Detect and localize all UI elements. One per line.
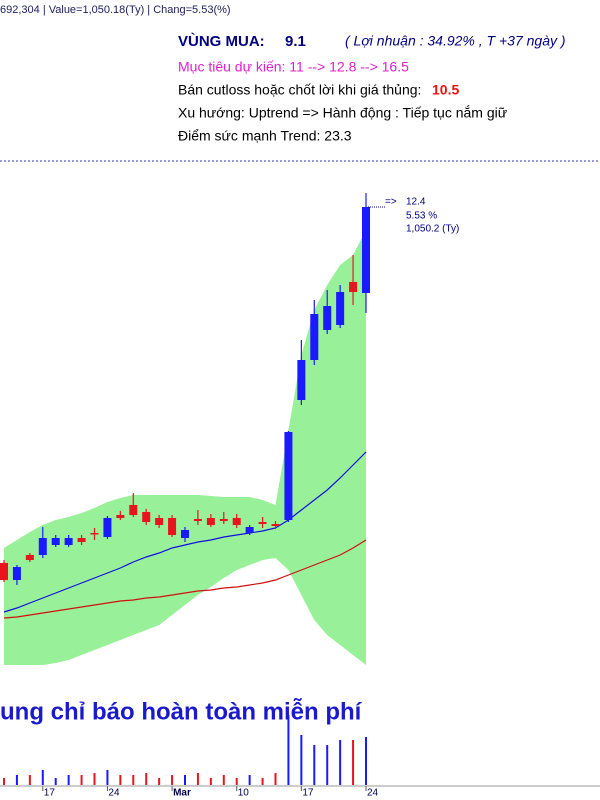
volume-bar bbox=[158, 778, 161, 785]
volume-bar bbox=[119, 775, 122, 785]
status-line: 692,304 | Value=1,050.18(Ty) | Chang=5.5… bbox=[0, 4, 231, 16]
cutloss-label: Bán cutloss hoặc chốt lời khi giá thủng: bbox=[178, 82, 421, 98]
volume-bar bbox=[261, 778, 264, 785]
candle-body bbox=[323, 306, 332, 330]
candle-body bbox=[155, 518, 164, 525]
annotation-value: 1,050.2 (Ty) bbox=[406, 224, 459, 235]
candle-body bbox=[90, 533, 99, 535]
volume-bar bbox=[196, 773, 199, 785]
annotation-price: 12.4 bbox=[406, 197, 426, 208]
volume-bar bbox=[54, 778, 57, 785]
candle-body bbox=[349, 282, 358, 292]
volume-bar bbox=[184, 775, 186, 785]
volume-bar bbox=[80, 775, 83, 785]
strength: Điểm sức mạnh Trend: 23.3 bbox=[178, 128, 352, 144]
candle-body bbox=[64, 538, 73, 545]
candle-body bbox=[193, 519, 202, 521]
volume-bar bbox=[352, 740, 355, 785]
candle-body bbox=[129, 505, 138, 515]
cutloss-value: 10.5 bbox=[432, 82, 459, 98]
volume-bar bbox=[132, 775, 135, 785]
candle-body bbox=[271, 524, 280, 526]
candle-body bbox=[362, 207, 370, 293]
candle-body bbox=[336, 292, 345, 325]
volume-bar bbox=[235, 778, 238, 785]
volume-bar bbox=[248, 775, 251, 785]
trend: Xu hướng: Uptrend => Hành động : Tiếp tụ… bbox=[178, 105, 507, 121]
buy-zone-value: 9.1 bbox=[285, 33, 306, 50]
volume-bar bbox=[313, 745, 316, 785]
volume-bar bbox=[339, 740, 342, 785]
candle-body bbox=[297, 360, 306, 400]
candle-body bbox=[116, 515, 125, 518]
candle-body bbox=[206, 518, 215, 525]
volume-bar bbox=[15, 775, 18, 785]
target: Mục tiêu dự kiến: 11 --> 12.8 --> 16.5 bbox=[178, 59, 409, 75]
volume-bar bbox=[209, 778, 212, 785]
candle-body bbox=[219, 519, 228, 521]
volume-bar bbox=[67, 775, 70, 785]
candle-body bbox=[284, 432, 293, 520]
buy-zone-label: VÙNG MUA: bbox=[178, 32, 265, 50]
moving-average bbox=[3, 451, 367, 613]
candle-body bbox=[38, 538, 47, 555]
candle-body bbox=[0, 563, 8, 580]
volume-bar bbox=[171, 775, 174, 785]
volume-bar bbox=[145, 773, 148, 785]
candle-body bbox=[310, 314, 319, 360]
watermark: ung chỉ báo hoàn toàn miễn phí bbox=[0, 697, 363, 725]
volume-bar bbox=[326, 745, 329, 785]
x-tick-label: 17 bbox=[44, 788, 56, 799]
candle-body bbox=[103, 518, 112, 537]
candle-body bbox=[51, 538, 60, 545]
volume-bar bbox=[300, 735, 303, 785]
x-tick-label: 24 bbox=[108, 788, 120, 799]
candle-body bbox=[12, 567, 21, 580]
candle-body bbox=[181, 530, 189, 538]
candle-body bbox=[77, 538, 86, 542]
volume-bar bbox=[3, 778, 5, 785]
annotation-arrow: => bbox=[385, 197, 397, 208]
volume-bar bbox=[274, 773, 277, 785]
candle-body bbox=[168, 518, 177, 535]
volume-bar bbox=[28, 775, 31, 785]
candle-body bbox=[258, 522, 267, 524]
candle-body bbox=[245, 527, 254, 533]
volume-bar bbox=[287, 715, 290, 785]
bollinger-band bbox=[4, 230, 366, 665]
volume-bar bbox=[93, 773, 96, 785]
volume-bar bbox=[365, 737, 367, 785]
x-tick-label: 24 bbox=[367, 788, 379, 799]
candle-body bbox=[142, 512, 151, 522]
moving-average bbox=[3, 539, 367, 619]
candle-body bbox=[232, 518, 241, 525]
x-tick-label: 10 bbox=[238, 788, 250, 799]
candle-body bbox=[25, 555, 34, 560]
annotation-change: 5.53 % bbox=[406, 211, 437, 222]
volume-bar bbox=[222, 775, 225, 785]
plot-area: 17 24 Mar 10 17 24 bbox=[0, 193, 379, 799]
volume-bar bbox=[41, 770, 44, 785]
profit-note: ( Lợi nhuận : 34.92% , T +37 ngày ) bbox=[345, 33, 566, 49]
volume-bar bbox=[106, 770, 109, 785]
x-tick-label: Mar bbox=[173, 788, 191, 799]
x-tick-label: 17 bbox=[302, 788, 314, 799]
